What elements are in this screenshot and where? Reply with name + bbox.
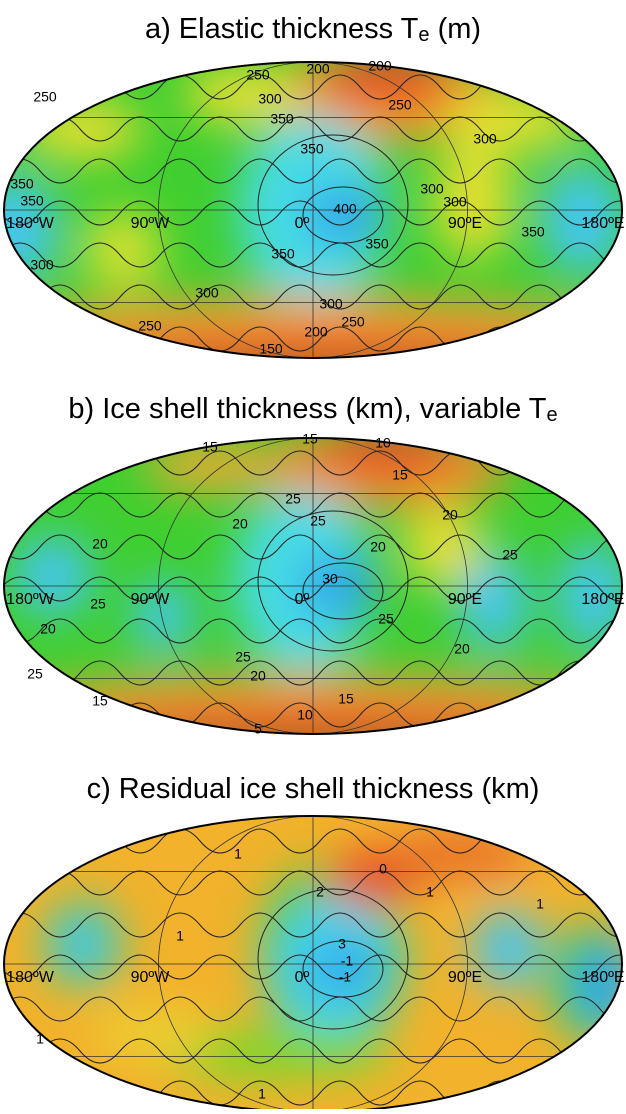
contour-label: 250 xyxy=(33,89,57,105)
contour-label: 300 xyxy=(420,181,444,197)
contour-label: 300 xyxy=(319,296,343,312)
contour-label: 15 xyxy=(92,693,108,709)
contour-label: 350 xyxy=(521,224,545,240)
contour-label: 300 xyxy=(30,257,54,273)
title-text: (m) xyxy=(430,13,482,45)
contour-label: 1 xyxy=(234,846,242,862)
contour-label: 25 xyxy=(502,547,518,563)
contour-label: 1 xyxy=(176,928,184,944)
contour-label: 1 xyxy=(36,1031,44,1047)
contour-label: 3 xyxy=(338,936,346,952)
contour-label: 150 xyxy=(259,341,283,357)
figure: a) Elastic thickness Te (m)180ºW90ºW0º90… xyxy=(0,0,626,1109)
longitude-label: 90ºE xyxy=(448,591,482,608)
contour-label: 1 xyxy=(258,1086,266,1102)
panel-title: c) Residual ice shell thickness (km) xyxy=(87,773,540,805)
contour-label: 25 xyxy=(235,649,251,665)
map-panel: c) Residual ice shell thickness (km) 180º… xyxy=(0,773,626,1109)
longitude-label: 180ºE xyxy=(581,969,624,986)
contour-label: 15 xyxy=(202,439,218,455)
contour-label: 200 xyxy=(304,324,328,340)
contour-label: 25 xyxy=(27,666,43,682)
panel-title: a) Elastic thickness Te (m) xyxy=(145,13,481,47)
contour-label: 350 xyxy=(10,176,34,192)
contour-label: 20 xyxy=(250,668,266,684)
contour-label: 350 xyxy=(270,111,294,127)
longitude-label: 180ºW xyxy=(6,969,55,986)
contour-label: 1 xyxy=(426,884,434,900)
contour-label: 300 xyxy=(473,131,497,147)
longitude-label: 180ºE xyxy=(581,215,624,232)
contour-label: 20 xyxy=(454,641,470,657)
title-text: c) Residual ice shell thickness (km) xyxy=(87,773,540,805)
contour-label: 400 xyxy=(333,201,357,217)
contour-label: 15 xyxy=(392,467,408,483)
contour-label: 300 xyxy=(443,194,467,210)
contour-label: 300 xyxy=(258,91,282,107)
contour-label: 200 xyxy=(368,58,392,74)
title-subscript: e xyxy=(547,404,558,426)
contour-label: 0 xyxy=(379,861,387,877)
contour-label: 20 xyxy=(442,507,458,523)
panel-title: b) Ice shell thickness (km), variable Te xyxy=(68,393,557,427)
contour-label: 25 xyxy=(378,611,394,627)
contour-label: 250 xyxy=(138,318,162,334)
longitude-label: 180ºW xyxy=(6,215,55,232)
contour-label: 350 xyxy=(300,141,324,157)
longitude-label: 90ºW xyxy=(131,215,171,232)
longitude-label: 90ºE xyxy=(448,969,482,986)
contour-label: 30 xyxy=(322,571,338,587)
contour-label: 20 xyxy=(92,536,108,552)
title-text: b) Ice shell thickness (km), variable T xyxy=(68,393,546,425)
contour-label: 2 xyxy=(316,884,324,900)
longitude-label: 90ºW xyxy=(131,969,171,986)
contour-label: 10 xyxy=(375,435,391,451)
title-text: a) Elastic thickness T xyxy=(145,13,419,45)
contour-label: 20 xyxy=(370,539,386,555)
contour-label: 350 xyxy=(365,236,389,252)
map-panel: b) Ice shell thickness (km), variable Te… xyxy=(0,393,626,751)
contour-label: 25 xyxy=(285,491,301,507)
contour-label: 250 xyxy=(341,314,365,330)
longitude-label: 180ºE xyxy=(581,591,624,608)
contour-label: -1 xyxy=(339,969,352,985)
contour-label: 200 xyxy=(306,61,330,77)
title-subscript: e xyxy=(418,24,429,46)
contour-label: 350 xyxy=(271,246,295,262)
contour-label: 300 xyxy=(195,285,219,301)
contour-label: 20 xyxy=(40,621,56,637)
contour-label: 350 xyxy=(20,193,44,209)
contour-label: 5 xyxy=(254,721,262,737)
longitude-label: 0º xyxy=(295,591,310,608)
contour-label: 10 xyxy=(297,707,313,723)
contour-label: 25 xyxy=(310,513,326,529)
contour-label: 25 xyxy=(90,596,106,612)
contour-label: 250 xyxy=(246,67,270,83)
longitude-label: 0º xyxy=(295,969,310,986)
longitude-label: 0º xyxy=(295,215,310,232)
contour-label: 15 xyxy=(302,431,318,447)
longitude-label: 180ºW xyxy=(6,591,55,608)
longitude-label: 90ºE xyxy=(448,215,482,232)
contour-label: 1 xyxy=(536,896,544,912)
contour-label: 15 xyxy=(338,691,354,707)
field-blob xyxy=(23,100,143,160)
longitude-label: 90ºW xyxy=(131,591,171,608)
contour-label: 20 xyxy=(232,516,248,532)
contour-label: 250 xyxy=(388,97,412,113)
contour-label: -1 xyxy=(341,953,354,969)
map-panel: a) Elastic thickness Te (m) 180ºW 90ºW 0º 90… xyxy=(0,13,626,378)
